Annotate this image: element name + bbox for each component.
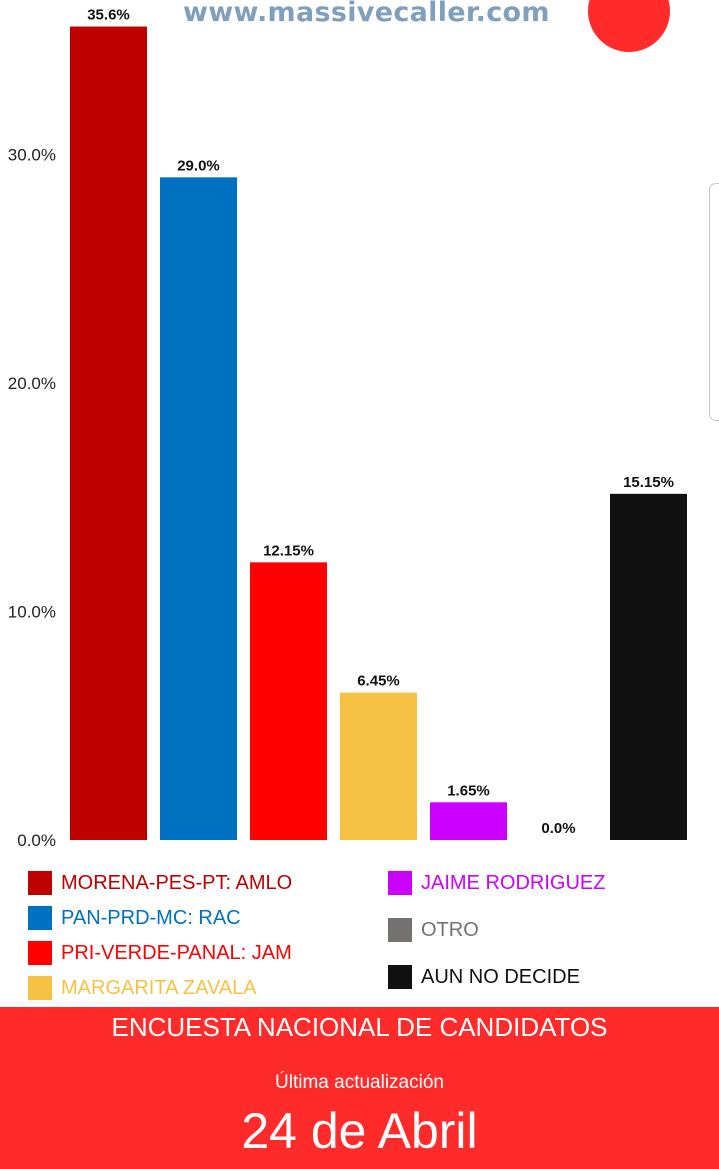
legend-swatch — [388, 871, 412, 895]
legend-item: MARGARITA ZAVALA — [28, 975, 257, 1001]
bar — [250, 562, 327, 840]
legend-item: JAIME RODRIGUEZ — [388, 870, 605, 896]
footer-title: ENCUESTA NACIONAL DE CANDIDATOS — [111, 1012, 608, 1042]
legend-item: OTRO — [388, 917, 479, 943]
bar-data-label: 35.6% — [87, 7, 130, 24]
bar-data-label: 29.0% — [177, 157, 220, 174]
footer-date: 24 de Abril — [241, 1103, 478, 1159]
legend-label: MARGARITA ZAVALA — [61, 976, 257, 999]
bar-data-label: 6.45% — [357, 673, 400, 690]
bar — [610, 493, 687, 840]
y-tick-label: 0.0% — [17, 831, 56, 850]
legend-label: JAIME RODRIGUEZ — [421, 871, 606, 894]
y-tick-label: 20.0% — [8, 374, 56, 393]
bar — [70, 26, 147, 841]
data-labels-group: 35.6% 29.0% 12.15% 6.45% 1.65% 0.0% 15.15% — [87, 7, 674, 837]
legend-label: MORENA-PES-PT: AMLO — [61, 871, 293, 894]
legend-label: PRI-VERDE-PANAL: JAM — [61, 941, 292, 964]
bar — [340, 692, 417, 840]
legend-swatch — [388, 965, 412, 989]
y-tick-label: 10.0% — [8, 603, 56, 622]
legend-item: PAN-PRD-MC: RAC — [28, 905, 241, 931]
legend-item: AUN NO DECIDE — [388, 964, 580, 990]
legend-swatch — [28, 906, 52, 930]
bar — [430, 802, 507, 840]
legend-item: MORENA-PES-PT: AMLO — [28, 870, 292, 896]
bar-data-label: 15.15% — [623, 474, 674, 491]
legend-swatch — [28, 976, 52, 1000]
legend-label: OTRO — [421, 918, 479, 941]
bar-data-label: 12.15% — [263, 542, 314, 559]
legend-swatch — [28, 941, 52, 965]
bar-chart: 0.0% 10.0% 20.0% 30.0% 35.6% 29.0% 12.15% 6.45… — [8, 7, 687, 851]
y-tick-label: 30.0% — [8, 146, 56, 165]
bar — [160, 177, 237, 841]
legend-swatch — [28, 871, 52, 895]
legend-label: PAN-PRD-MC: RAC — [61, 906, 241, 929]
legend-item: PRI-VERDE-PANAL: JAM — [28, 940, 292, 966]
watermark-text: www.massivecaller.com — [183, 0, 550, 28]
footer-subtitle: Última actualización — [275, 1072, 444, 1093]
bar-data-label: 1.65% — [447, 782, 490, 799]
legend-swatch — [388, 918, 412, 942]
bars-group — [70, 26, 687, 841]
bar-data-label: 0.0% — [541, 820, 575, 837]
footer-banner: ENCUESTA NACIONAL DE CANDIDATOS Última a… — [0, 1007, 719, 1169]
y-axis-ticks: 0.0% 10.0% 20.0% 30.0% — [8, 146, 56, 851]
legend-label: AUN NO DECIDE — [421, 965, 580, 988]
edge-panel-handle[interactable] — [709, 183, 719, 421]
